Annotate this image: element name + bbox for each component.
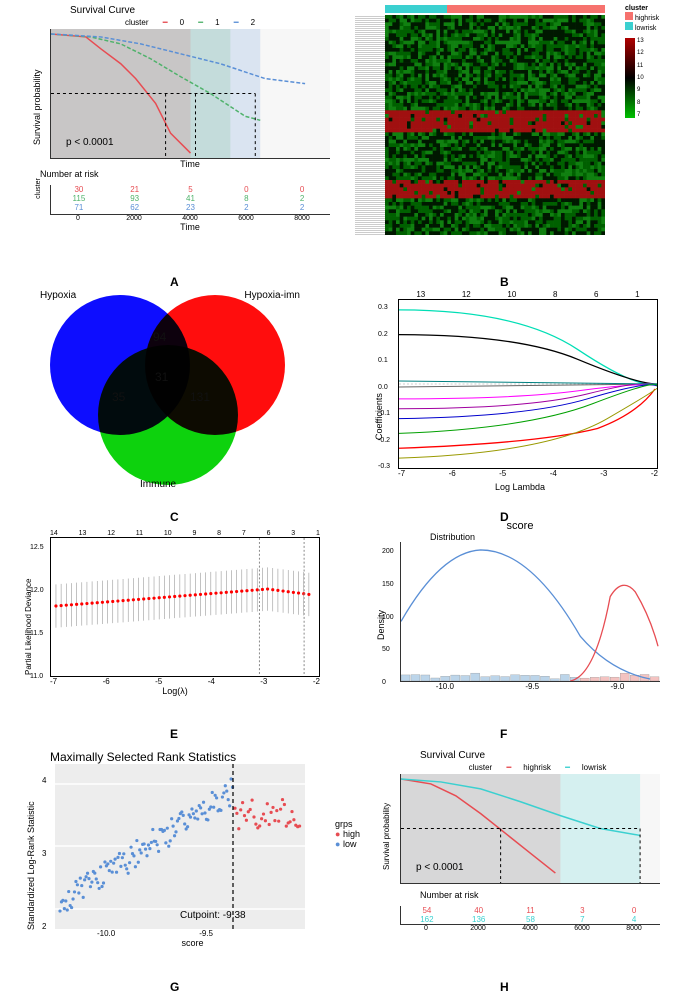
panel-h-survival: Survival Curve cluster ━highrisk ━lowris… xyxy=(370,750,675,980)
panel-d-chart xyxy=(398,299,658,469)
panel-h-legend: cluster ━highrisk ━lowrisk xyxy=(400,761,675,774)
panel-e-chart xyxy=(50,537,320,677)
panel-b-label: B xyxy=(500,275,509,289)
panel-h-label: H xyxy=(500,980,509,994)
panel-e-deviance: 1413121110987631 Partial Likelihood Devi… xyxy=(20,530,330,720)
panel-a-ylabel: Survival probability xyxy=(32,69,42,145)
panel-c-venn: Hypoxia Hypoxia-imn Immune 94 31 35 131 xyxy=(20,290,330,510)
panel-g-rankstat: Maximally Selected Rank Statistics Stand… xyxy=(20,750,340,980)
panel-g-chart: grps ● high ● low Cutpoint: -9.38 xyxy=(55,764,305,929)
panel-h-chart: p < 0.0001 xyxy=(400,774,660,884)
panel-c-label: C xyxy=(170,510,179,524)
panel-a-title: Survival Curve xyxy=(70,5,330,16)
panel-a-legend: cluster ━0 ━1 ━2 xyxy=(50,16,330,29)
panel-f-label: F xyxy=(500,727,507,741)
panel-f-chart xyxy=(400,542,660,682)
panel-g-label: G xyxy=(170,980,179,994)
panel-f-density: score Distribution Density 200150100500 … xyxy=(370,520,670,720)
venn-diagram: Hypoxia Hypoxia-imn Immune 94 31 35 131 xyxy=(40,290,300,480)
heatmap-dendrogram xyxy=(355,15,385,235)
heatmap-legend: cluster highrisk lowrisk 13 12 11 10 9 8… xyxy=(625,5,675,118)
panel-g-legend: grps ● high ● low xyxy=(335,819,360,849)
panel-a-risk-table: Number at risk cluster 3021500 115934182… xyxy=(20,169,330,232)
panel-a-chart: p < 0.0001 xyxy=(50,29,330,159)
heatmap-cluster-bar xyxy=(385,5,605,13)
panel-d-coefficients: 131210861 Coefficients 0.30.20.10.0-0.1-… xyxy=(370,290,670,510)
heatmap-body xyxy=(385,15,605,235)
panel-a-label: A xyxy=(170,275,179,289)
panel-b-heatmap: cluster highrisk lowrisk 13 12 11 10 9 8… xyxy=(355,5,675,265)
panel-e-label: E xyxy=(170,727,178,741)
panel-a-survival: Survival Curve cluster ━0 ━1 ━2 Survival… xyxy=(20,5,330,265)
panel-a-pvalue: p < 0.0001 xyxy=(66,137,114,148)
